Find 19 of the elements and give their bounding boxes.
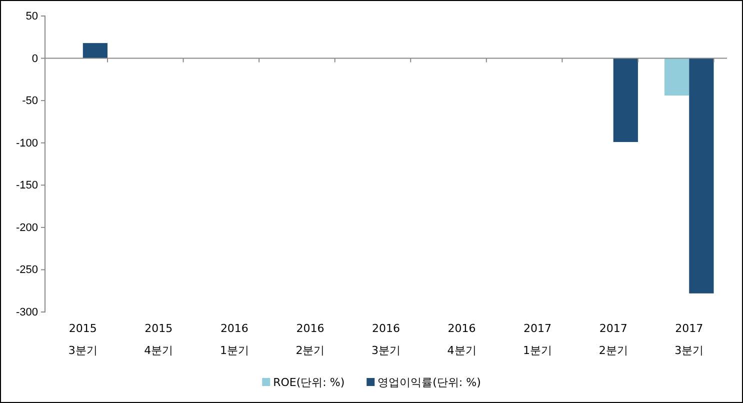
y-tick-label: -150 (16, 180, 38, 192)
x-tick-label: 2017 2분기 (598, 322, 628, 357)
x-tick-label: 2015 4분기 (144, 322, 174, 357)
y-tick-label: 50 (26, 10, 38, 23)
legend-label: ROE(단위: %) (273, 376, 345, 389)
y-tick-label: -300 (16, 306, 38, 319)
x-tick-label: 2015 3분기 (68, 322, 98, 357)
y-tick-label: 0 (32, 52, 38, 65)
y-tick-label: -100 (16, 137, 38, 150)
x-tick-label: 2017 1분기 (523, 322, 552, 357)
x-tick-label: 2016 3분기 (372, 322, 400, 357)
legend-label: 영업이익률(단위: %) (378, 376, 481, 389)
y-tick-label: -250 (16, 264, 38, 276)
y-tick-label: -50 (22, 95, 38, 108)
y-tick-label: -200 (16, 222, 38, 234)
x-tick-label: 2017 3분기 (674, 322, 704, 357)
x-tick-label: 2016 1분기 (220, 322, 249, 357)
x-tick-label: 2016 2분기 (296, 322, 325, 357)
x-tick-label: 2016 4분기 (447, 322, 476, 357)
